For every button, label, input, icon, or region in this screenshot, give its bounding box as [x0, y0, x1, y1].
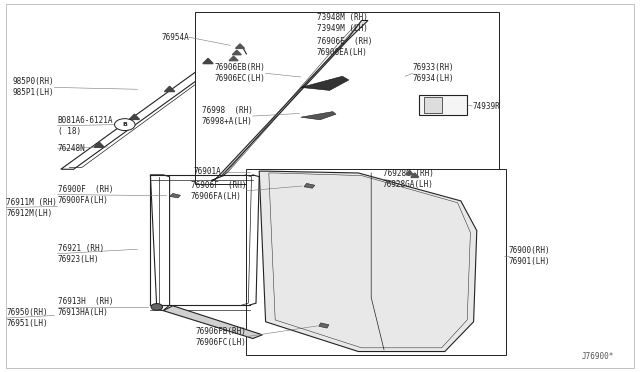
Text: 76954A: 76954A — [161, 33, 189, 42]
Text: 76921 (RH)
76923(LH): 76921 (RH) 76923(LH) — [58, 244, 104, 264]
Text: 76248N: 76248N — [58, 144, 85, 153]
Text: 76906E  (RH)
76906EA(LH): 76906E (RH) 76906EA(LH) — [317, 37, 372, 57]
Text: J76900*: J76900* — [582, 352, 614, 361]
Text: 76906EB(RH)
76906EC(LH): 76906EB(RH) 76906EC(LH) — [215, 63, 266, 83]
Circle shape — [151, 304, 163, 310]
Text: 76911M (RH)
76912M(LH): 76911M (RH) 76912M(LH) — [6, 198, 57, 218]
Text: 76913H  (RH)
76913HA(LH): 76913H (RH) 76913HA(LH) — [58, 297, 113, 317]
Bar — [419, 95, 467, 115]
Text: B: B — [122, 122, 127, 127]
Polygon shape — [129, 114, 140, 119]
Polygon shape — [319, 323, 329, 328]
Bar — [195, 12, 499, 184]
Polygon shape — [94, 142, 104, 147]
Text: 76950(RH)
76951(LH): 76950(RH) 76951(LH) — [6, 308, 48, 328]
Text: 76928G (RH)
76928GA(LH): 76928G (RH) 76928GA(LH) — [383, 169, 433, 189]
Polygon shape — [259, 171, 477, 352]
Text: 985P0(RH)
985P1(LH): 985P0(RH) 985P1(LH) — [13, 77, 54, 97]
Polygon shape — [406, 170, 413, 175]
Polygon shape — [236, 44, 244, 48]
Polygon shape — [411, 173, 419, 177]
Polygon shape — [301, 112, 336, 120]
Polygon shape — [229, 56, 238, 61]
Text: 76901A: 76901A — [193, 167, 221, 176]
Text: 76998  (RH)
76998+A(LH): 76998 (RH) 76998+A(LH) — [202, 106, 253, 126]
Circle shape — [115, 119, 135, 131]
Polygon shape — [232, 50, 241, 55]
Text: 76900F  (RH)
76900FA(LH): 76900F (RH) 76900FA(LH) — [58, 185, 113, 205]
Polygon shape — [170, 193, 180, 198]
Text: 76933(RH)
76934(LH): 76933(RH) 76934(LH) — [413, 63, 454, 83]
Polygon shape — [301, 76, 349, 90]
Polygon shape — [163, 306, 262, 339]
Polygon shape — [203, 58, 213, 64]
Text: 76900(RH)
76901(LH): 76900(RH) 76901(LH) — [509, 246, 550, 266]
Bar — [246, 169, 506, 355]
Text: B081A6-6121A
( 18): B081A6-6121A ( 18) — [58, 116, 113, 136]
Polygon shape — [211, 20, 368, 180]
Text: 76906F  (RH)
76906FA(LH): 76906F (RH) 76906FA(LH) — [191, 181, 246, 201]
Polygon shape — [164, 86, 175, 92]
Polygon shape — [304, 183, 315, 188]
Text: 73948M (RH)
73949M (LH): 73948M (RH) 73949M (LH) — [317, 13, 367, 33]
Text: 76906FB(RH)
76906FC(LH): 76906FB(RH) 76906FC(LH) — [196, 327, 246, 347]
Text: 74939R: 74939R — [472, 102, 500, 110]
Bar — [424, 97, 442, 113]
